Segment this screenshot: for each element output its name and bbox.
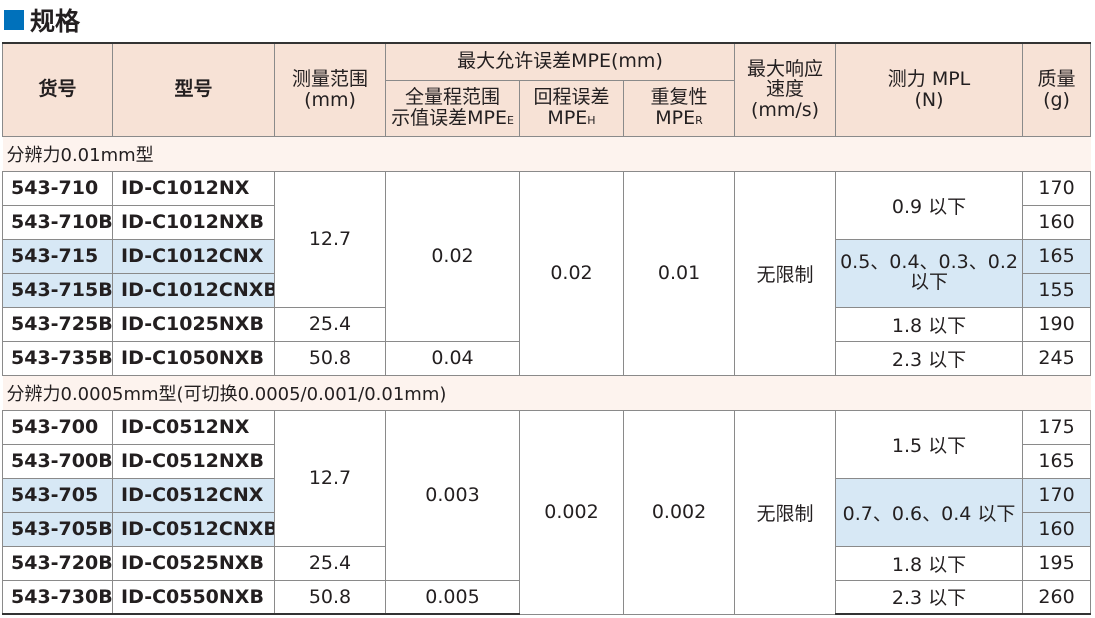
- table-row: 543-710 ID-C1012NX 12.7 0.02 0.02 0.01 无…: [2, 170, 1092, 376]
- mass-cell: 245: [1022, 340, 1092, 376]
- table-row: 543-700 ID-C0512NX 12.7 0.003 0.002 0.00…: [2, 409, 1092, 615]
- mpe-repeat-cell: 0.002: [622, 409, 736, 615]
- model-cell: ID-C1050NXB: [112, 340, 275, 376]
- header-mass: 质量 (g): [1022, 42, 1092, 137]
- header-mpe-full-label-2: 示值误差MPEE: [391, 107, 514, 129]
- header-speed-unit: (mm/s): [750, 99, 820, 121]
- header-mpe-retrace-label: 回程误差: [533, 86, 610, 109]
- model-cell: ID-C0512CNXB: [112, 511, 275, 547]
- mpe-retrace-cell: 0.02: [519, 170, 624, 376]
- force-cell: 0.9 以下: [835, 170, 1024, 240]
- force-cell: 1.5 以下: [835, 409, 1024, 479]
- force-cell: 1.8 以下: [835, 306, 1024, 342]
- section-label: 分辨力0.0005mm型(可切换0.0005/0.001/0.01mm): [2, 374, 1091, 411]
- section-label: 分辨力0.01mm型: [2, 135, 1091, 172]
- mpe-full-cell: 0.02: [385, 170, 520, 342]
- item-no-cell: 543-710B: [2, 204, 113, 240]
- header-mpe-retrace: 回程误差 MPEH: [519, 79, 624, 137]
- header-mpe-repeat: 重复性 MPER: [622, 79, 736, 137]
- table-row: 543-720B ID-C0525NXB 25.4 1.8 以下 195: [2, 545, 1092, 581]
- range-cell: 12.7: [274, 409, 386, 547]
- mass-cell: 170: [1022, 477, 1092, 513]
- item-no-cell: 543-735B: [2, 340, 113, 376]
- mass-cell: 165: [1022, 238, 1092, 274]
- mpe-full-cell: 0.003: [385, 409, 520, 581]
- header-mpe-full: 全量程范围 示值误差MPEE: [385, 79, 520, 137]
- model-cell: ID-C1012CNX: [112, 238, 275, 274]
- header-model: 型号: [112, 42, 275, 137]
- model-cell: ID-C0550NXB: [112, 579, 275, 615]
- mpe-full-cell: 0.005: [385, 579, 520, 615]
- item-no-cell: 543-715B: [2, 272, 113, 308]
- model-cell: ID-C1025NXB: [112, 306, 275, 342]
- header-force-unit: (N): [914, 88, 944, 111]
- range-cell: 25.4: [274, 306, 386, 342]
- mass-cell: 160: [1022, 511, 1092, 547]
- speed-cell: 无限制: [734, 170, 837, 376]
- table-row: 543-715B ID-C1012CNXB 155: [2, 272, 1092, 308]
- model-cell: ID-C0512NXB: [112, 443, 275, 479]
- force-cell: 1.8 以下: [835, 545, 1024, 581]
- model-cell: ID-C0512CNX: [112, 477, 275, 513]
- page-title: 规格: [4, 2, 80, 38]
- range-cell: 25.4: [274, 545, 386, 581]
- title-marker: [4, 10, 24, 30]
- model-cell: ID-C1012NX: [112, 170, 275, 206]
- mass-cell: 170: [1022, 170, 1092, 206]
- force-cell: 2.3 以下: [835, 579, 1024, 615]
- page-title-text: 规格: [30, 7, 81, 36]
- header-range-unit: (mm): [304, 88, 356, 111]
- item-no-cell: 543-720B: [2, 545, 113, 581]
- header-mass-unit: (g): [1043, 88, 1070, 111]
- speed-cell: 无限制: [734, 409, 837, 615]
- force-cell: 2.3 以下: [835, 340, 1024, 376]
- header-mass-label: 质量: [1037, 68, 1076, 91]
- item-no-cell: 543-730B: [2, 579, 113, 615]
- spec-table: 货号 型号 测量范围 (mm) 最大允许误差MPE(mm) 最大响应 速度 (m…: [2, 42, 1092, 615]
- item-no-cell: 543-700B: [2, 443, 113, 479]
- table-row: 543-730B ID-C0550NXB 50.8 0.005 2.3 以下 2…: [2, 579, 1092, 615]
- mass-cell: 155: [1022, 272, 1092, 308]
- item-no-cell: 543-710: [2, 170, 113, 206]
- header-mpe-repeat-label: 重复性: [650, 86, 708, 109]
- mpe-full-cell: 0.04: [385, 340, 520, 376]
- model-cell: ID-C0512NX: [112, 409, 275, 445]
- header-range: 测量范围 (mm): [274, 42, 386, 137]
- header-mpe-retrace-label-2: MPEH: [547, 107, 596, 129]
- mass-cell: 260: [1022, 579, 1092, 615]
- table-row: 543-710B ID-C1012NXB 160: [2, 204, 1092, 240]
- header-speed-label-2: 速度: [766, 78, 805, 101]
- range-cell: 50.8: [274, 579, 386, 615]
- model-cell: ID-C0525NXB: [112, 545, 275, 581]
- item-no-cell: 543-705B: [2, 511, 113, 547]
- model-cell: ID-C1012CNXB: [112, 272, 275, 308]
- model-cell: ID-C1012NXB: [112, 204, 275, 240]
- mass-cell: 175: [1022, 409, 1092, 445]
- force-cell: 0.7、0.6、0.4 以下: [835, 477, 1024, 547]
- mpe-repeat-cell: 0.01: [622, 170, 736, 376]
- range-cell: 50.8: [274, 340, 386, 376]
- header-mpe-repeat-label-2: MPER: [655, 107, 703, 129]
- header-force: 测力 MPL (N): [835, 42, 1024, 137]
- table-row: 543-715 ID-C1012CNX 0.5、0.4、0.3、0.2 以下 1…: [2, 238, 1092, 308]
- mass-cell: 160: [1022, 204, 1092, 240]
- mass-cell: 190: [1022, 306, 1092, 342]
- header-force-label: 测力 MPL: [887, 68, 971, 91]
- header-mpe: 最大允许误差MPE(mm): [384, 42, 736, 81]
- header-mpe-full-label: 全量程范围: [404, 86, 500, 109]
- force-cell: 0.5、0.4、0.3、0.2 以下: [835, 238, 1024, 308]
- header-speed-label: 最大响应: [747, 57, 824, 80]
- mpe-retrace-cell: 0.002: [519, 409, 624, 615]
- header-speed: 最大响应 速度 (mm/s): [734, 42, 837, 137]
- item-no-cell: 543-700: [2, 409, 113, 445]
- item-no-cell: 543-715: [2, 238, 113, 274]
- mass-cell: 165: [1022, 443, 1092, 479]
- header-range-label: 测量范围: [291, 68, 368, 91]
- range-cell: 12.7: [274, 170, 386, 308]
- mass-cell: 195: [1022, 545, 1092, 581]
- header-item-no: 货号: [2, 42, 113, 137]
- item-no-cell: 543-705: [2, 477, 113, 513]
- item-no-cell: 543-725B: [2, 306, 113, 342]
